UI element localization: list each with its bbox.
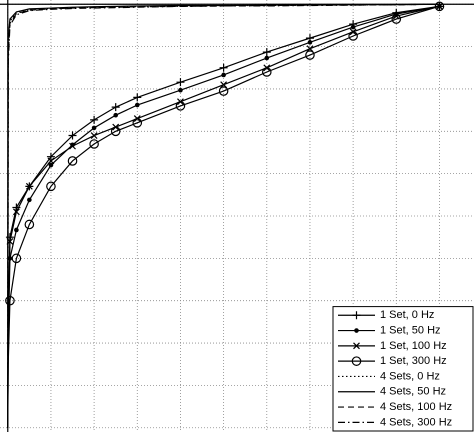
marker <box>27 197 32 203</box>
marker <box>46 181 56 192</box>
marker <box>91 125 97 131</box>
legend-label: 4 Sets, 50 Hz <box>380 386 446 398</box>
legend: 1 Set, 0 Hz 1 Set, 50 Hz 1 Set, 100 Hz 1 Se… <box>332 306 474 432</box>
marker <box>348 31 358 41</box>
legend-label: 4 Sets, 0 Hz <box>380 370 440 382</box>
marker <box>261 67 272 77</box>
legend-box <box>332 306 474 432</box>
marker <box>111 103 120 112</box>
marker <box>175 101 186 111</box>
marker <box>68 131 77 140</box>
marker <box>90 132 98 139</box>
legend-label: 1 Set, 300 Hz <box>380 355 447 367</box>
marker <box>219 63 228 72</box>
marker <box>67 156 78 166</box>
series-line <box>7 3 440 428</box>
marker <box>176 78 185 87</box>
marker <box>11 253 22 264</box>
marker <box>69 142 76 150</box>
marker <box>353 342 360 350</box>
marker <box>305 50 315 60</box>
marker <box>133 93 142 102</box>
marker <box>391 14 402 24</box>
series-line <box>7 5 440 428</box>
marker <box>434 1 445 12</box>
marker <box>134 102 140 108</box>
legend-label: 1 Set, 100 Hz <box>380 340 447 352</box>
marker <box>352 311 361 320</box>
marker <box>12 208 20 216</box>
marker <box>354 328 359 333</box>
marker <box>307 40 313 45</box>
marker <box>24 219 35 230</box>
marker <box>90 115 99 124</box>
marker <box>5 295 15 306</box>
marker <box>46 152 55 161</box>
series-line <box>7 3 440 428</box>
marker <box>218 86 229 96</box>
marker <box>89 139 99 149</box>
marker <box>113 112 118 118</box>
legend-label: 1 Set, 50 Hz <box>380 324 441 336</box>
marker <box>350 24 356 30</box>
marker <box>262 48 271 57</box>
marker <box>47 157 55 165</box>
marker <box>221 72 226 78</box>
marker <box>25 182 33 190</box>
marker <box>132 118 143 128</box>
legend-label: 4 Sets, 300 Hz <box>380 416 452 428</box>
legend-label: 1 Set, 0 Hz <box>380 309 434 321</box>
marker <box>48 162 54 168</box>
marker <box>178 87 183 93</box>
marker <box>14 227 19 233</box>
marker <box>351 356 362 366</box>
legend-label: 4 Sets, 100 Hz <box>380 401 452 413</box>
marker <box>264 55 270 61</box>
marker <box>110 126 121 137</box>
